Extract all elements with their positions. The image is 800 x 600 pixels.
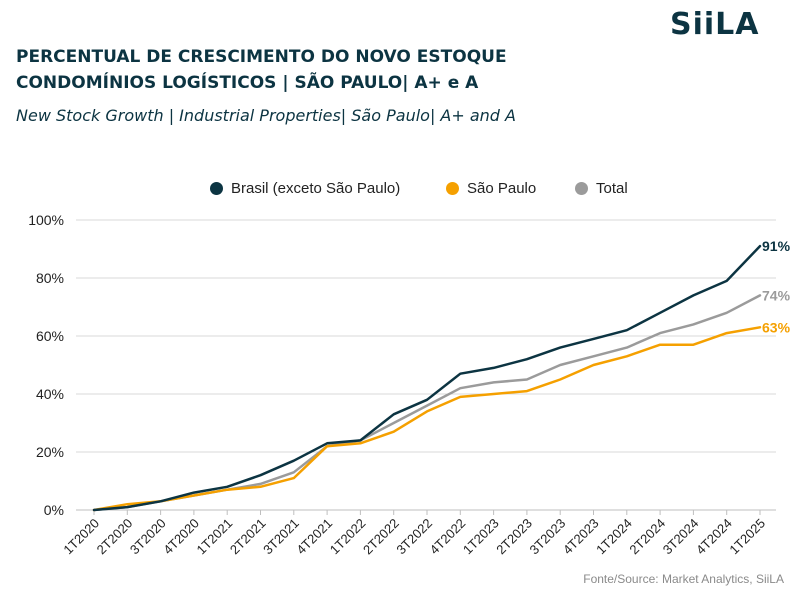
- x-tick-label: 3T2023: [527, 516, 569, 558]
- series-line-0: [92, 244, 762, 512]
- legend-label-total: Total: [596, 180, 628, 197]
- y-tick-label: 20%: [36, 444, 64, 460]
- siila-logo: SiiLA: [670, 7, 760, 40]
- source-note: Fonte/Source: Market Analytics, SiiLA: [583, 572, 784, 586]
- end-value-label: 63%: [762, 319, 791, 335]
- legend-marker-sao-paulo: [446, 182, 459, 195]
- x-tick-label: 3T2022: [393, 516, 435, 558]
- x-tick-label: 1T2025: [726, 516, 768, 558]
- x-tick-label: 4T2024: [693, 516, 735, 558]
- x-tick-label: 4T2023: [560, 516, 602, 558]
- x-tick-label: 2T2020: [94, 516, 136, 558]
- y-tick-label: 40%: [36, 386, 64, 402]
- x-tick-label: 2T2024: [626, 516, 668, 558]
- title-line-1: PERCENTUAL DE CRESCIMENTO DO NOVO ESTOQU…: [16, 47, 507, 67]
- series-line-2: [92, 294, 762, 512]
- logo-text: SiiLA: [670, 7, 760, 40]
- chart-legend: Brasil (exceto São Paulo) São Paulo Tota…: [0, 180, 800, 202]
- x-tick-label: 3T2020: [127, 516, 169, 558]
- x-tick-label: 1T2020: [60, 516, 102, 558]
- legend-marker-total: [575, 182, 588, 195]
- x-tick-label: 2T2023: [493, 516, 535, 558]
- x-tick-label: 1T2021: [194, 516, 236, 558]
- x-tick-label: 4T2020: [160, 516, 202, 558]
- title-line-2: CONDOMÍNIOS LOGÍSTICOS | SÃO PAULO| A+ e…: [16, 73, 479, 93]
- x-tick-label: 2T2022: [360, 516, 402, 558]
- x-tick-label: 3T2021: [260, 516, 302, 558]
- x-tick-label: 4T2022: [427, 516, 469, 558]
- legend-label-brasil: Brasil (exceto São Paulo): [231, 180, 401, 197]
- y-tick-label: 80%: [36, 270, 64, 286]
- y-tick-label: 60%: [36, 328, 64, 344]
- x-tick-label: 1T2022: [327, 516, 369, 558]
- legend-label-sao-paulo: São Paulo: [467, 180, 537, 197]
- y-tick-label: 100%: [28, 212, 64, 228]
- series-line-1: [92, 326, 762, 512]
- chart-title: PERCENTUAL DE CRESCIMENTO DO NOVO ESTOQU…: [16, 44, 656, 96]
- x-tick-label: 1T2023: [460, 516, 502, 558]
- x-tick-label: 1T2024: [593, 516, 635, 558]
- x-tick-label: 3T2024: [660, 516, 702, 558]
- x-tick-label: 2T2021: [227, 516, 269, 558]
- chart-subtitle: New Stock Growth | Industrial Properties…: [16, 106, 516, 125]
- y-tick-label: 0%: [44, 502, 64, 518]
- legend-item-sao-paulo: São Paulo: [446, 180, 536, 197]
- x-tick-label: 4T2021: [293, 516, 335, 558]
- legend-item-brasil: Brasil (exceto São Paulo): [210, 180, 400, 197]
- end-value-label: 91%: [762, 238, 791, 254]
- end-value-label: 74%: [762, 287, 791, 303]
- legend-item-total: Total: [575, 180, 628, 197]
- legend-marker-brasil: [210, 182, 223, 195]
